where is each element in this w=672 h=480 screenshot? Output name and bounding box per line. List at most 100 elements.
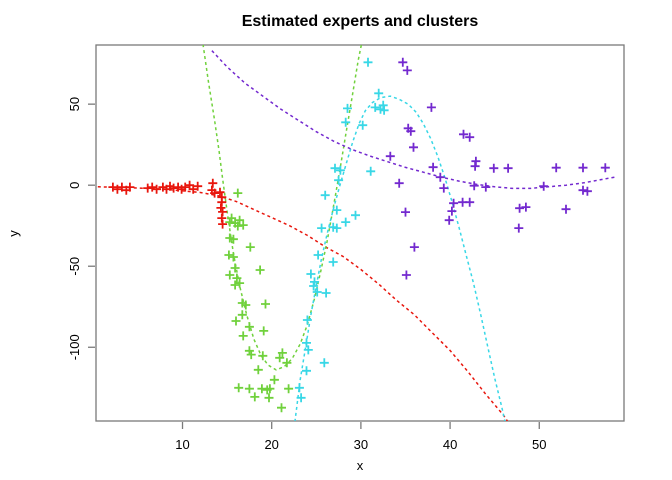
data-point (217, 197, 227, 207)
data-point (302, 315, 312, 325)
data-point (449, 198, 459, 208)
data-point (143, 183, 153, 193)
data-point (306, 269, 316, 279)
data-point (394, 178, 404, 188)
data-point (302, 338, 311, 348)
data-point (208, 178, 218, 188)
data-point (332, 223, 342, 233)
cluster-cyan-points (294, 57, 389, 403)
data-point (465, 197, 475, 207)
data-point (317, 223, 327, 233)
data-point (578, 185, 588, 195)
plot-content (97, 45, 616, 421)
data-point (218, 219, 228, 229)
data-point (224, 250, 234, 260)
data-point (379, 105, 389, 115)
data-point (561, 204, 571, 214)
data-point (435, 172, 445, 182)
data-point (398, 57, 408, 67)
data-point (503, 163, 513, 173)
data-point (358, 120, 368, 130)
cluster-red-points (108, 178, 228, 229)
data-point (233, 221, 243, 231)
data-point (235, 278, 245, 288)
data-point (341, 117, 351, 127)
data-point (343, 103, 352, 113)
data-point (469, 181, 479, 191)
data-point (277, 348, 287, 358)
x-tick-label: 10 (175, 437, 189, 452)
data-point (303, 345, 313, 355)
data-point (125, 182, 135, 192)
data-point (244, 322, 254, 332)
data-point (332, 205, 342, 215)
data-point (238, 331, 248, 341)
data-point (112, 184, 122, 194)
data-point (230, 263, 240, 273)
data-point (320, 190, 330, 200)
data-point (282, 358, 292, 368)
x-tick-label: 40 (443, 437, 457, 452)
data-point (426, 102, 436, 112)
data-point (370, 102, 380, 112)
cluster-green-points (224, 188, 294, 413)
data-point (227, 213, 237, 223)
data-point (180, 182, 190, 192)
data-point (470, 161, 480, 171)
data-point (459, 129, 468, 139)
data-point (228, 234, 238, 244)
data-point (294, 383, 304, 393)
data-point (481, 182, 491, 192)
data-point (312, 287, 322, 297)
data-point (341, 217, 351, 227)
data-point (401, 207, 410, 217)
data-point (265, 384, 275, 394)
data-point (147, 182, 157, 192)
data-point (401, 270, 411, 280)
data-point (489, 163, 499, 173)
data-point (402, 65, 412, 75)
x-tick-label: 30 (354, 437, 368, 452)
data-point (335, 165, 345, 175)
data-point (255, 265, 265, 275)
data-point (169, 183, 179, 193)
data-point (302, 366, 311, 376)
chart-title: Estimated experts and clusters (241, 13, 479, 30)
expert-purple-curve (211, 50, 616, 190)
data-point (233, 188, 243, 198)
y-axis-label: y (5, 230, 21, 237)
data-point (515, 203, 525, 213)
data-point (309, 281, 319, 291)
data-point (328, 257, 338, 267)
data-point (539, 181, 549, 191)
data-point (319, 358, 329, 368)
data-point (447, 206, 457, 216)
data-point (374, 88, 384, 98)
data-point (257, 384, 267, 394)
data-point (351, 210, 360, 220)
data-point (366, 166, 376, 176)
data-point (253, 365, 263, 375)
data-point (578, 163, 588, 173)
data-point (313, 250, 323, 260)
data-point (246, 350, 256, 360)
x-axis-label: x (356, 458, 364, 473)
y-tick-label: 50 (67, 97, 82, 111)
data-point (225, 270, 235, 280)
data-point (258, 351, 268, 361)
data-point (244, 384, 254, 394)
data-point (406, 126, 416, 136)
data-point (465, 132, 475, 142)
data-point (210, 188, 220, 198)
y-tick-label: -100 (67, 334, 82, 360)
data-point (330, 163, 340, 173)
data-point (225, 217, 235, 227)
data-point (275, 353, 285, 363)
data-point (250, 392, 260, 402)
data-point (261, 299, 270, 309)
y-tick-label: 0 (67, 182, 82, 189)
data-point (277, 403, 286, 413)
x-tick-label: 20 (264, 437, 278, 452)
data-point (215, 187, 225, 197)
